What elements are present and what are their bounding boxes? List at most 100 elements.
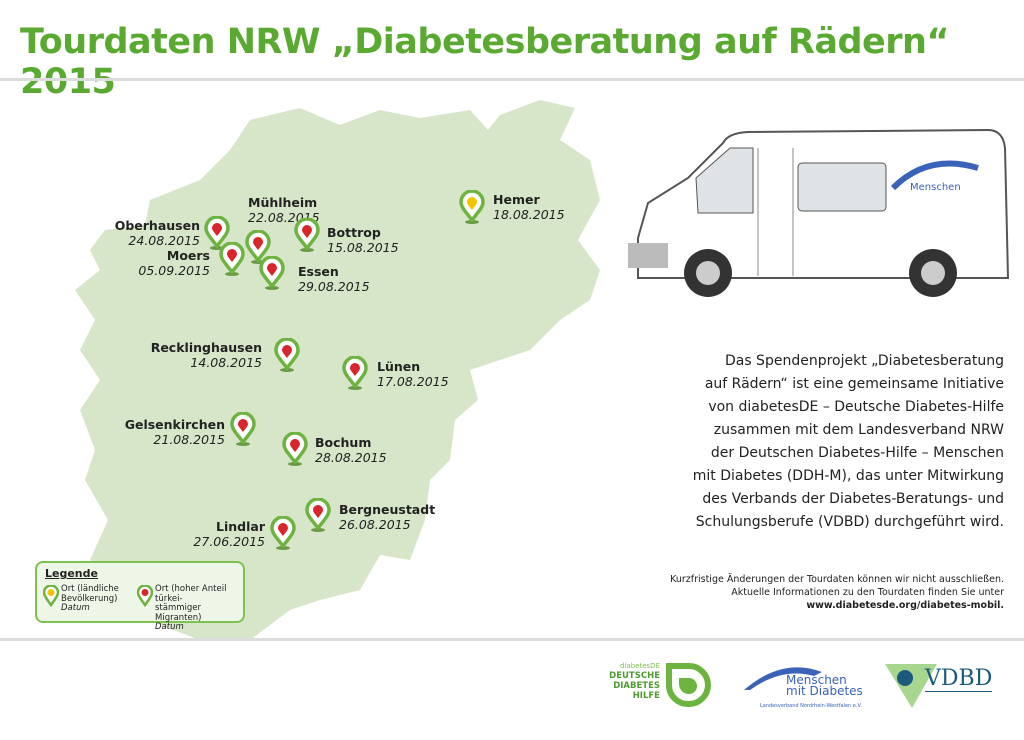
logo-vdbd-text: VDBD [925,666,993,692]
legend: Legende Ort (ländliche Bevölkerung) Datum … [35,561,245,632]
stop-date: 14.08.2015 [190,355,262,370]
description-line: Das Spendenprojekt „Diabetesberatung [724,353,1004,369]
pin-icon [204,215,230,250]
stop-label: Essen 29.08.2015 [298,264,370,294]
stop-city: Bottrop [327,225,381,240]
logo-mmd-l2: mit Diabetes [786,684,863,698]
description-line: der Deutschen Diabetes-Hilfe – Menschen [710,445,1004,461]
legend-migrant: Ort (hoher Anteil türkei-stämmiger Migra… [155,584,243,633]
stop-date: 21.08.2015 [153,432,225,447]
description-line: mit Diabetes (DDH-M), das unter Mitwirku… [692,468,1004,484]
nrw-map [75,100,600,640]
stop-city: Mühlheim [248,195,318,210]
logo-ddh-small: diabetesDE [620,662,660,670]
stop-date: 27.06.2015 [193,534,265,549]
logo-ddh-l1: DEUTSCHE [609,671,660,681]
stop-city: Lindlar [216,519,265,534]
map-pin-migrant[interactable] [270,515,296,550]
stop-city: Oberhausen [114,218,200,233]
map-pin-migrant[interactable] [294,217,320,252]
pin-icon [219,241,245,276]
logo-mmd-sub: Landesverband Nordrhein-Westfalen e.V. [760,703,862,709]
map-pin-migrant[interactable] [204,215,230,250]
footer-divider [0,638,1024,641]
stop-date: 18.08.2015 [493,207,565,222]
stop-label: Oberhausen 24.08.2015 [115,218,200,248]
stop-date: 29.08.2015 [298,279,370,294]
pin-icon [274,337,300,372]
legend-rural: Ort (ländliche Bevölkerung) Datum [61,584,119,614]
description-line: Schulungsberufe (VDBD) durchgeführt wird… [695,514,1004,530]
stop-city: Moers [166,248,210,263]
legend-migrant-l2: stämmiger Migranten) [155,603,202,623]
description-line: von diabetesDE – Deutsche Diabetes-Hilfe [708,399,1004,415]
pin-icon [459,189,485,224]
logo-menschen-mit-diabetes: Menschen mit Diabetes Landesverband Nordr… [742,662,867,712]
rural-pin-icon [43,585,59,607]
legend-migrant-l1: Ort (hoher Anteil türkei- [155,584,227,604]
vdbd-tree-triangle-icon [885,664,937,708]
legend-date: Datum [61,603,90,613]
stop-city: Bergneustadt [339,502,436,517]
stop-date: 28.08.2015 [315,450,387,465]
legend-rural-l2: Bevölkerung) [61,593,118,604]
map-pin-migrant[interactable] [342,355,368,390]
project-description: Das Spendenprojekt „Diabetesberatung auf … [674,350,1004,534]
stop-city: Essen [298,264,339,279]
van-logo-text: Menschen [910,182,961,193]
stop-city: Bochum [315,435,372,450]
stop-label: Bottrop 15.08.2015 [327,225,399,255]
description-line: auf Rädern“ ist eine gemeinsame Initiati… [704,376,1004,392]
map-pin-migrant[interactable] [219,241,245,276]
ddh-d-icon [665,663,711,707]
note-line1: Kurzfristige Änderungen der Tourdaten kö… [670,574,1004,585]
note-line2: Aktuelle Informationen zu den Tourdaten … [731,587,1004,598]
stop-date: 24.08.2015 [128,233,200,248]
nrw-region-shape [75,100,600,640]
description-line: zusammen mit dem Landesverband NRW [713,422,1004,438]
map-pin-migrant[interactable] [230,411,256,446]
map-pin-migrant[interactable] [274,337,300,372]
pin-icon [270,515,296,550]
logo-diabetesde: diabetesDE DEUTSCHE DIABETES HILFE [609,662,715,712]
stop-date: 17.08.2015 [377,374,449,389]
stop-label: Gelsenkirchen 21.08.2015 [125,417,225,447]
pin-icon [342,355,368,390]
stop-label: Bochum 28.08.2015 [315,435,387,465]
legend-rural-l1: Ort (ländliche [61,584,119,594]
logo-mmd-l1: Menschen [786,673,847,687]
map-pin-rural[interactable] [459,189,485,224]
stop-city: Hemer [493,192,540,207]
migrant-pin-icon [137,585,153,607]
bridge-arch-icon [744,667,822,690]
stop-label: Hemer 18.08.2015 [493,192,565,222]
logo-ddh-l2: DIABETES [613,681,660,691]
stop-date: 26.08.2015 [339,517,411,532]
map-pin-migrant[interactable] [305,497,331,532]
header-divider [0,78,1024,81]
stop-label: Bergneustadt 26.08.2015 [339,502,435,532]
pin-icon [259,255,285,290]
logo-ddh-l3: HILFE [632,691,660,701]
logo-mmd-text: Menschen mit Diabetes [786,673,863,698]
disclaimer-note: Kurzfristige Änderungen der Tourdaten kö… [670,573,1004,612]
map-pin-migrant[interactable] [282,431,308,466]
stop-label: Lindlar 27.06.2015 [193,519,265,549]
pin-icon [230,411,256,446]
description-line: des Verbands der Diabetes-Beratungs- und [702,491,1004,507]
pin-icon [305,497,331,532]
stop-city: Lünen [377,359,421,374]
stop-city: Recklinghausen [150,340,262,355]
stop-label: Lünen 17.08.2015 [377,359,449,389]
legend-title: Legende [45,567,98,580]
map-pin-migrant[interactable] [259,255,285,290]
stop-label: Recklinghausen 14.08.2015 [151,340,262,370]
stop-date: 15.08.2015 [327,240,399,255]
stop-city: Gelsenkirchen [124,417,225,432]
van-illustration: Menschen [628,128,1010,297]
page-title: Tourdaten NRW „Diabetesberatung auf Räde… [20,22,949,102]
legend-date: Datum [155,622,184,632]
stop-label: Moers 05.09.2015 [138,248,210,278]
pin-icon [282,431,308,466]
website-link[interactable]: www.diabetesde.org/diabetes-mobil. [806,600,1004,611]
